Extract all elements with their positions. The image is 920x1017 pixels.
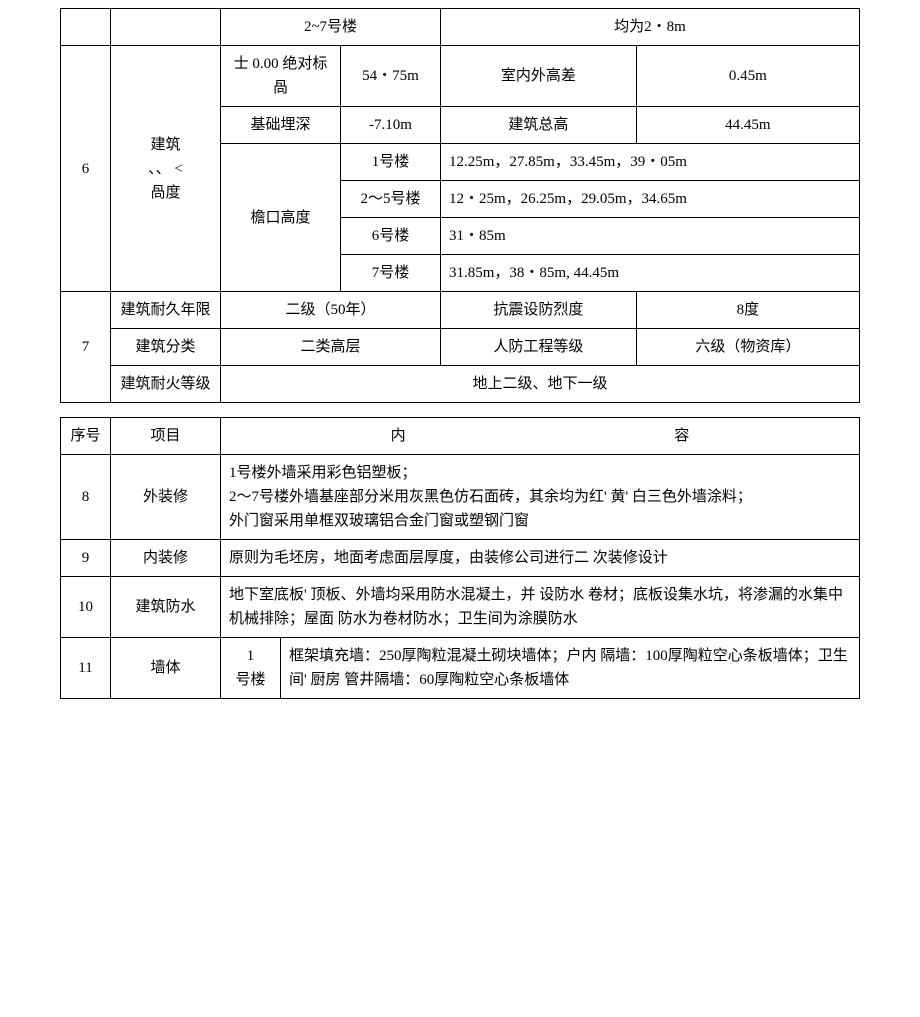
cell: 54・75m (341, 46, 441, 107)
cell: 二级（50年） (221, 292, 441, 329)
sub-cell: 1 号楼 (221, 638, 281, 699)
label-cell: 建筑 、、 < 咼度 (111, 46, 221, 292)
content-cell: 1号楼外墙采用彩色铝塑板； 2〜7号楼外墙基座部分米用灰黑色仿石面砖，其余均为红… (221, 455, 860, 540)
proj-cell: 外装修 (111, 455, 221, 540)
table-row: 7 建筑耐久年限 二级（50年） 抗震设防烈度 8度 (61, 292, 860, 329)
cell: 44.45m (636, 107, 859, 144)
seq-cell: 6 (61, 46, 111, 292)
cell: 建筑分类 (111, 329, 221, 366)
cell: 二类高层 (221, 329, 441, 366)
cell: 2~7号楼 (221, 9, 441, 46)
cell: 室内外高差 (441, 46, 637, 107)
table-row: 10 建筑防水 地下室底板' 顶板、外墙均采用防水混凝土，并 设防水 卷材；底板… (61, 577, 860, 638)
content-cell: 框架填充墙：250厚陶粒混凝土砌块墙体；户内 隔墙：100厚陶粒空心条板墙体；卫… (281, 638, 860, 699)
header-content-left: 内 (258, 424, 538, 448)
cell: 建筑耐久年限 (111, 292, 221, 329)
cell: 8度 (636, 292, 859, 329)
cell: 基础埋深 (221, 107, 341, 144)
content-cell: 原则为毛坯房，地面考虑面层厚度，由装修公司进行二 次装修设计 (221, 540, 860, 577)
table-row: 11 墙体 1 号楼 框架填充墙：250厚陶粒混凝土砌块墙体；户内 隔墙：100… (61, 638, 860, 699)
header-content-right: 容 (542, 424, 822, 448)
cell: 12・25m，26.25m，29.05m，34.65m (441, 181, 860, 218)
cell: 2〜5号楼 (341, 181, 441, 218)
table-row: 8 外装修 1号楼外墙采用彩色铝塑板； 2〜7号楼外墙基座部分米用灰黑色仿石面砖… (61, 455, 860, 540)
cell: -7.10m (341, 107, 441, 144)
header-proj: 项目 (111, 418, 221, 455)
cell: 檐口高度 (221, 144, 341, 292)
cell: 12.25m，27.85m，33.45m，39・05m (441, 144, 860, 181)
cell: 地上二级、地下一级 (221, 366, 860, 403)
cell: 6号楼 (341, 218, 441, 255)
table-header-row: 序号 项目 内 容 (61, 418, 860, 455)
table-row: 建筑分类 二类高层 人防工程等级 六级（物资库） (61, 329, 860, 366)
proj-cell: 建筑防水 (111, 577, 221, 638)
table-row: 9 内装修 原则为毛坯房，地面考虑面层厚度，由装修公司进行二 次装修设计 (61, 540, 860, 577)
proj-cell: 墙体 (111, 638, 221, 699)
cell: 1号楼 (341, 144, 441, 181)
seq-cell: 8 (61, 455, 111, 540)
cell: 人防工程等级 (441, 329, 637, 366)
cell: 0.45m (636, 46, 859, 107)
table-row: 建筑耐火等级 地上二级、地下一级 (61, 366, 860, 403)
cell: 31・85m (441, 218, 860, 255)
proj-cell: 内装修 (111, 540, 221, 577)
cell: 士 0.00 绝对标咼 (221, 46, 341, 107)
seq-cell: 11 (61, 638, 111, 699)
header-content: 内 容 (221, 418, 860, 455)
cell: 7号楼 (341, 255, 441, 292)
table-row: 2~7号楼 均为2・8m (61, 9, 860, 46)
cell: 均为2・8m (441, 9, 860, 46)
cell: 建筑总高 (441, 107, 637, 144)
cell: 建筑耐火等级 (111, 366, 221, 403)
content-cell: 地下室底板' 顶板、外墙均采用防水混凝土，并 设防水 卷材；底板设集水坑，将渗漏… (221, 577, 860, 638)
building-spec-table-2: 序号 项目 内 容 8 外装修 1号楼外墙采用彩色铝塑板； 2〜7号楼外墙基座部… (60, 417, 860, 699)
seq-cell: 9 (61, 540, 111, 577)
building-spec-table-1: 2~7号楼 均为2・8m 6 建筑 、、 < 咼度 士 0.00 绝对标咼 54… (60, 8, 860, 403)
seq-cell: 7 (61, 292, 111, 403)
table-row: 6 建筑 、、 < 咼度 士 0.00 绝对标咼 54・75m 室内外高差 0.… (61, 46, 860, 107)
cell: 六级（物资库） (636, 329, 859, 366)
cell: 抗震设防烈度 (441, 292, 637, 329)
cell: 31.85m，38・85m, 44.45m (441, 255, 860, 292)
header-seq: 序号 (61, 418, 111, 455)
seq-cell: 10 (61, 577, 111, 638)
